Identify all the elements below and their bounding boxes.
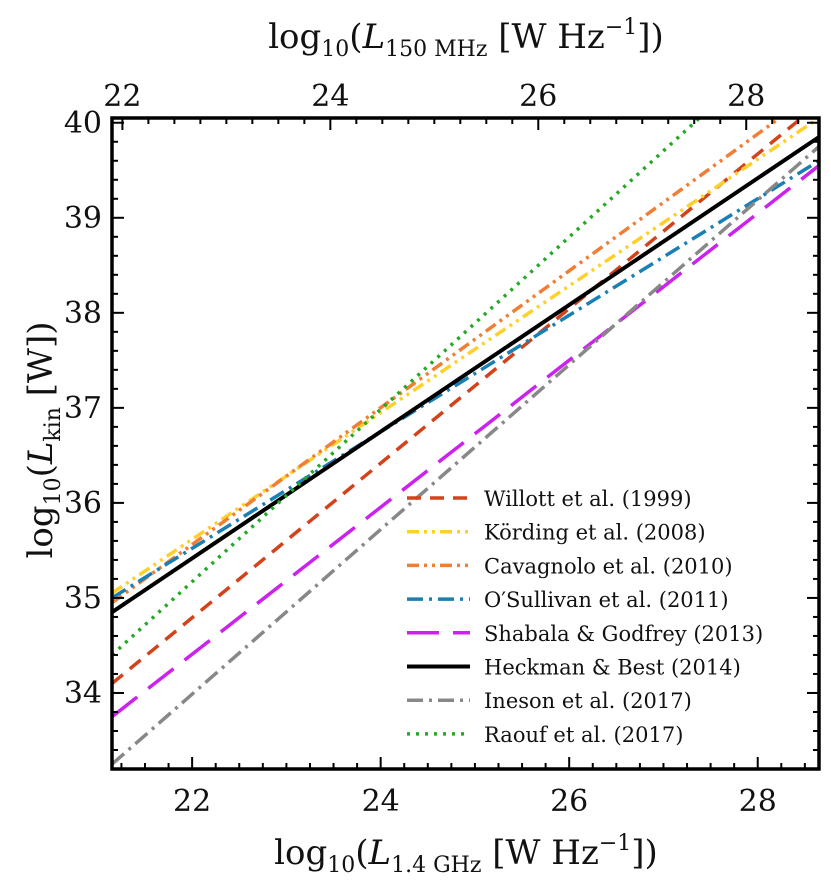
plot-frame [110,116,821,771]
legend-label-3: O′Sullivan et al. (2011) [484,588,729,612]
legend-label-6: Ineson et al. (2017) [484,689,692,713]
series-line-0 [112,118,805,685]
y-tick-label: 34 [64,676,102,711]
top-x-tick-label: 28 [727,79,765,114]
series-layer [112,118,819,766]
y-tick-label: 39 [64,201,102,236]
series-line-6 [112,145,819,766]
series-line-1 [112,118,819,595]
x-tick-label: 22 [173,784,211,819]
series-line-7 [112,118,703,657]
top-axis-title: log10(L150 MHz [W Hz−1]) [268,15,664,62]
legend-label-1: Körding et al. (2008) [484,521,706,545]
y-tick-label: 35 [64,581,102,616]
top-x-tick-label: 24 [311,79,349,114]
legend-label-4: Shabala & Godfrey (2013) [484,622,763,646]
legend-label-0: Willott et al. (1999) [484,487,692,511]
y-tick-label: 38 [64,296,102,331]
tick-labels: 22 24 26 28 22 24 26 28 34 35 36 37 38 39 40 [64,79,777,819]
legend-label-7: Raouf et al. (2017) [484,723,683,747]
y-tick-label: 40 [64,106,102,141]
series-line-3 [112,159,819,600]
legend-label-5: Heckman & Best (2014) [484,656,741,680]
top-x-tick-label: 26 [519,79,557,114]
top-x-tick-label: 22 [103,79,141,114]
x-axis-title: log10(L1.4 GHz [W Hz−1]) [274,831,658,878]
x-tick-label: 28 [739,784,777,819]
series-line-2 [112,118,783,605]
series-line-4 [112,164,819,719]
x-tick-label: 24 [362,784,400,819]
x-tick-label: 26 [550,784,588,819]
series-line-5 [112,135,819,614]
y-tick-label: 36 [64,486,102,521]
y-axis-title: log10(Lkin [W]) [21,321,66,558]
y-tick-label: 37 [64,391,102,426]
legend: Willott et al. (1999) Körding et al. (200… [407,487,763,747]
legend-label-2: Cavagnolo et al. (2010) [484,554,733,578]
